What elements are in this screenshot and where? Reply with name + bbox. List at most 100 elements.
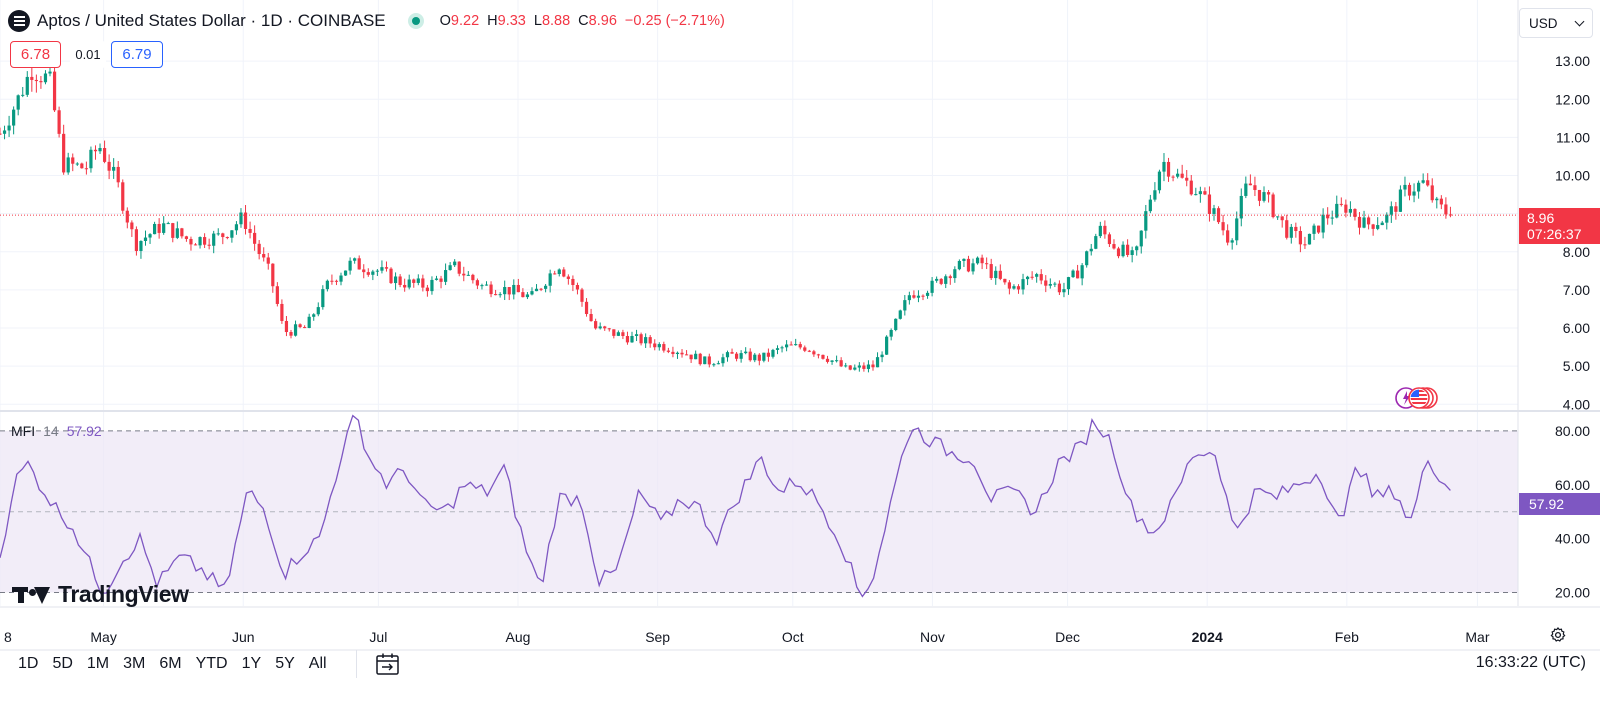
candle: [930, 277, 934, 297]
tf-1y-button[interactable]: 1Y: [241, 655, 262, 672]
candle-body: [52, 71, 57, 111]
candle: [443, 263, 448, 286]
candle-body: [1226, 230, 1230, 243]
candle-body: [457, 261, 461, 274]
candle-body: [1189, 180, 1193, 195]
buy-button[interactable]: 6.79: [111, 41, 163, 68]
candle-body: [280, 303, 284, 321]
candle-body: [994, 270, 998, 279]
candle: [625, 331, 630, 345]
currency-label: USD: [1529, 15, 1558, 31]
candle-body: [293, 324, 298, 336]
candle-body: [780, 347, 784, 349]
tf-1m-button[interactable]: 1M: [86, 655, 110, 672]
candle: [1180, 164, 1184, 179]
candle-body: [316, 307, 320, 315]
candle: [939, 278, 943, 286]
candle: [175, 221, 179, 240]
candle-body: [689, 354, 693, 360]
candle: [207, 238, 211, 250]
candle-body: [534, 288, 539, 292]
sell-button[interactable]: 6.78: [10, 41, 61, 68]
candle: [557, 268, 561, 277]
candle: [975, 256, 980, 265]
calendar-goto-icon[interactable]: [375, 652, 400, 676]
candle: [1439, 195, 1443, 210]
mfi-legend[interactable]: MFI 14 57.92: [11, 423, 102, 439]
tf-1d-button[interactable]: 1D: [18, 655, 39, 672]
symbol-title[interactable]: Aptos / United States Dollar · 1D · COIN…: [37, 11, 386, 30]
candle-body: [389, 268, 393, 284]
tf-ytd-button[interactable]: YTD: [195, 655, 228, 672]
axis-settings-icon[interactable]: [1550, 627, 1566, 643]
candle: [707, 353, 711, 368]
mfi-line: [0, 414, 1451, 598]
candle: [121, 179, 125, 214]
candle-body: [30, 76, 34, 80]
candle-body: [1366, 217, 1371, 225]
candle: [439, 275, 443, 289]
candle-body: [2, 130, 7, 134]
candle: [548, 269, 552, 293]
candle: [1148, 194, 1152, 214]
candle-body: [243, 212, 248, 229]
last-price-value: 8.96: [1527, 210, 1555, 226]
candle-body: [416, 278, 420, 283]
candle: [1135, 245, 1139, 256]
candle-body: [498, 294, 502, 296]
candle: [434, 275, 439, 281]
tf-all-button[interactable]: All: [308, 655, 327, 672]
candle: [644, 333, 648, 348]
time-tick-label: 2024: [1192, 629, 1223, 645]
tf-5y-button[interactable]: 5Y: [275, 655, 295, 672]
candle-body: [644, 337, 648, 344]
candle: [730, 348, 734, 354]
candle: [453, 259, 457, 268]
candle: [1444, 197, 1448, 219]
candle-body: [1203, 191, 1207, 195]
candle-body: [248, 228, 252, 233]
event-flags-icon[interactable]: [1395, 385, 1445, 411]
candle-body: [375, 270, 379, 272]
candle: [1426, 173, 1430, 187]
currency-select[interactable]: USD: [1519, 8, 1593, 38]
candle-body: [1135, 246, 1139, 251]
candle-body: [253, 232, 257, 244]
candle: [1335, 195, 1339, 219]
candle-body: [575, 285, 580, 290]
candle-body: [494, 294, 498, 296]
candle-body: [1012, 286, 1016, 289]
candle-body: [75, 163, 79, 165]
candle-body: [571, 278, 575, 286]
utc-clock[interactable]: 16:33:22 (UTC): [1475, 654, 1586, 671]
candle-body: [1121, 244, 1125, 257]
candle: [362, 264, 366, 279]
candle-body: [1430, 185, 1434, 201]
candle: [462, 266, 466, 282]
candle: [1048, 278, 1052, 289]
candle-body: [116, 166, 120, 183]
candle: [116, 161, 120, 188]
candle-body: [634, 334, 639, 336]
candle: [1244, 176, 1248, 199]
price-tick-label: 4.00: [1563, 396, 1590, 412]
candle: [412, 278, 416, 288]
candle: [1189, 174, 1193, 196]
tf-5d-button[interactable]: 5D: [52, 655, 73, 672]
tf-3m-button[interactable]: 3M: [123, 655, 146, 672]
tf-6m-button[interactable]: 6M: [159, 655, 182, 672]
last-price-label: 8.96 07:26:37: [1519, 208, 1600, 244]
candle-body: [175, 228, 179, 238]
candle-body: [734, 353, 739, 359]
tradingview-logo[interactable]: TradingView: [12, 581, 189, 608]
candle-body: [866, 364, 871, 369]
candle: [1430, 178, 1434, 203]
candle-body: [234, 224, 239, 231]
candle-body: [1230, 240, 1234, 243]
candle-body: [1412, 191, 1416, 196]
mfi-tick-label: 40.00: [1555, 531, 1590, 547]
candle-body: [1116, 248, 1121, 257]
price-tick-label: 13.00: [1555, 53, 1590, 69]
